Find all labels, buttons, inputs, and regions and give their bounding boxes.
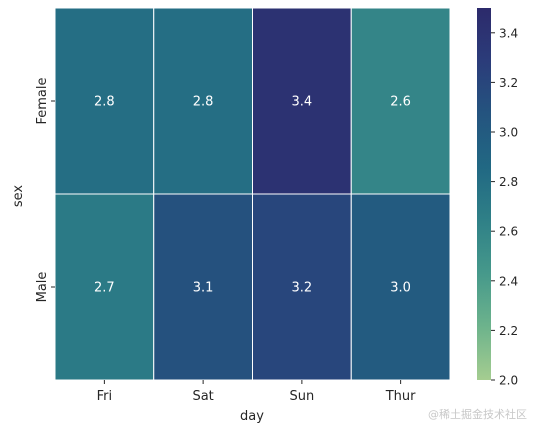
cell-value-label: 3.0 xyxy=(390,281,411,296)
cell-annotations: 2.8 2.8 3.4 2.6 2.7 3.1 3.2 3.0 xyxy=(94,95,411,296)
cell-value-label: 3.4 xyxy=(292,95,313,110)
colorbar-tick-label: 2.0 xyxy=(499,374,518,388)
colorbar-tick-label: 2.8 xyxy=(499,175,518,189)
colorbar-tick-label: 2.6 xyxy=(499,225,518,239)
heatmap-cell-female-thur xyxy=(350,7,451,195)
cell-value-label: 3.2 xyxy=(292,281,313,296)
y-tick-label: Male xyxy=(35,272,50,303)
heatmap-cell-male-fri xyxy=(54,193,155,381)
y-tick-label: Female xyxy=(35,77,50,124)
x-tick-label: Fri xyxy=(97,389,113,404)
x-tick-label: Sat xyxy=(192,389,213,404)
colorbar xyxy=(477,8,491,380)
colorbar-tick-label: 2.2 xyxy=(499,324,518,338)
cell-value-label: 2.7 xyxy=(94,281,115,296)
cell-value-label: 2.8 xyxy=(193,95,214,110)
colorbar-tick-label: 3.0 xyxy=(499,126,518,140)
colorbar-tick-label: 2.4 xyxy=(499,274,518,288)
heatmap-cell-male-thur xyxy=(350,193,451,381)
colorbar-tick-label: 3.4 xyxy=(499,26,518,40)
cell-value-label: 3.1 xyxy=(193,281,214,296)
watermark: @稀土掘金技术社区 xyxy=(428,408,527,421)
x-tick-label: Thur xyxy=(385,389,416,404)
colorbar-tick-label: 3.2 xyxy=(499,76,518,90)
x-tick-label: Sun xyxy=(290,389,315,404)
x-axis-label: day xyxy=(240,409,264,424)
heatmap-cell-female-sat xyxy=(153,7,253,195)
y-axis-ticks: Female Male xyxy=(35,77,55,302)
heatmap-cell-male-sat xyxy=(153,193,253,381)
y-axis-label: sex xyxy=(11,185,26,208)
colorbar-ticks: 2.0 2.2 2.4 2.6 2.8 3.0 3.2 3.4 xyxy=(491,26,518,388)
heatmap-cell-female-fri xyxy=(54,7,155,195)
heatmap-cell-female-sun xyxy=(252,7,352,195)
cell-value-label: 2.6 xyxy=(390,95,411,110)
x-axis-ticks: Fri Sat Sun Thur xyxy=(97,380,416,404)
cell-value-label: 2.8 xyxy=(94,95,115,110)
heatmap-cells xyxy=(54,7,451,381)
